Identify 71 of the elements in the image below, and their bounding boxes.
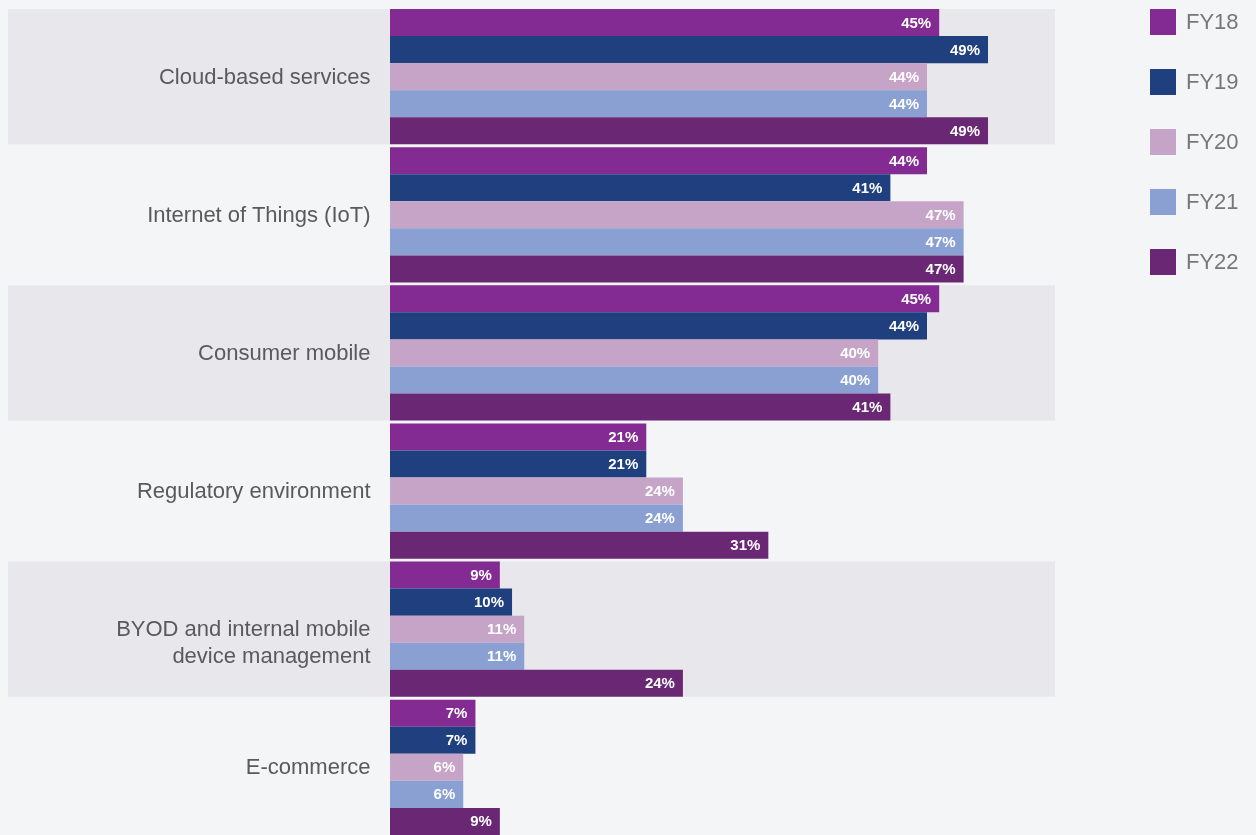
bar	[390, 699, 476, 727]
bar	[390, 312, 927, 340]
bar	[390, 780, 464, 808]
data-label: 47%	[925, 259, 956, 277]
bar	[390, 63, 927, 91]
bar	[390, 504, 683, 532]
data-label: 24%	[644, 674, 675, 692]
y-tick-label: Cloud-based services	[158, 63, 371, 89]
data-label: 49%	[949, 40, 981, 58]
data-label: 21%	[608, 427, 639, 445]
data-label: 45%	[901, 13, 932, 31]
data-label: 44%	[888, 94, 919, 112]
legend-label: FY20	[1186, 129, 1239, 154]
bar	[390, 477, 683, 505]
y-tick-label: BYOD and internal mobile device management	[116, 616, 371, 669]
data-label: 9%	[470, 812, 492, 830]
data-label: 6%	[433, 785, 456, 803]
data-label: 11%	[487, 647, 517, 665]
data-label: 9%	[470, 566, 492, 584]
bar	[390, 147, 927, 175]
data-label: 21%	[608, 454, 639, 472]
data-label: 45%	[901, 289, 932, 307]
data-label: 24%	[644, 482, 675, 500]
bar	[390, 366, 879, 394]
bar	[390, 117, 989, 145]
bar	[390, 255, 964, 283]
legend-label: FY19	[1186, 69, 1239, 94]
bar	[390, 669, 683, 697]
data-label: 40%	[840, 343, 871, 361]
bar	[390, 285, 940, 313]
bar	[390, 9, 940, 37]
bar	[390, 339, 879, 367]
bar	[390, 726, 476, 754]
bar	[390, 393, 891, 421]
bar	[390, 561, 500, 589]
data-label: 47%	[925, 205, 956, 223]
data-label: 24%	[644, 509, 675, 527]
bar	[390, 588, 513, 616]
data-label: 49%	[949, 121, 981, 139]
data-label: 7%	[445, 731, 468, 749]
bar	[390, 807, 500, 835]
data-label: 44%	[888, 67, 919, 85]
data-label: 47%	[925, 232, 956, 250]
bar	[390, 201, 964, 229]
data-label: 11%	[487, 620, 517, 638]
bar	[390, 423, 647, 451]
bar	[390, 642, 525, 670]
bar	[390, 228, 964, 256]
data-label: 44%	[888, 151, 919, 169]
bar	[390, 90, 927, 118]
data-label: 44%	[888, 316, 919, 334]
bar	[390, 615, 525, 643]
y-tick-label: Consumer mobile	[198, 339, 371, 365]
data-label: 41%	[852, 178, 883, 196]
legend-label: FY22	[1186, 249, 1239, 274]
bar	[390, 450, 647, 478]
data-label: 6%	[433, 758, 456, 776]
y-tick-label: E-commerce	[245, 754, 371, 780]
data-label: 7%	[445, 704, 468, 722]
bar	[390, 753, 464, 781]
legend-label: FY21	[1186, 189, 1239, 214]
data-label: 31%	[730, 536, 761, 554]
y-tick-label: Regulatory environment	[136, 478, 371, 504]
bar	[390, 531, 769, 559]
bar	[390, 36, 989, 64]
data-label: 41%	[852, 398, 883, 416]
y-tick-label: Internet of Things (IoT)	[147, 201, 371, 227]
bar	[390, 174, 891, 202]
data-label: 10%	[474, 593, 505, 611]
data-label: 40%	[840, 371, 871, 389]
legend-label: FY18	[1186, 9, 1239, 34]
